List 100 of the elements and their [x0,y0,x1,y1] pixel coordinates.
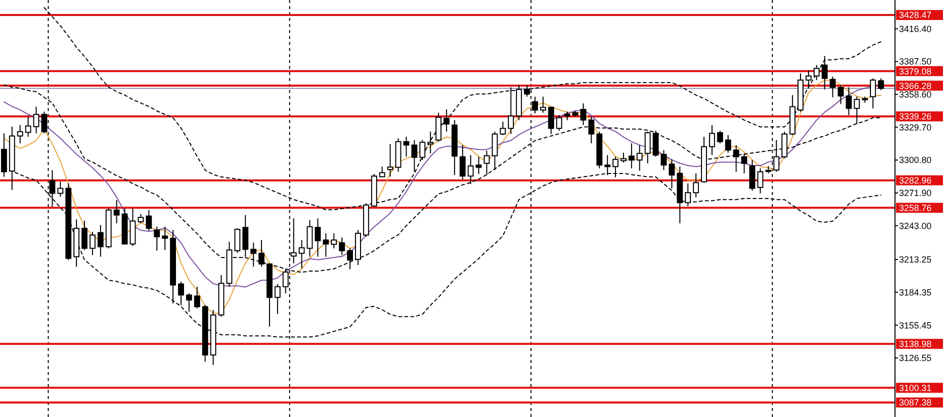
y-tick-label: 3416.40 [899,24,932,34]
candlestick [419,140,426,161]
candlestick [717,130,724,144]
y-tick-label: 3387.50 [899,56,932,67]
candlestick [814,64,820,81]
candlestick [500,121,506,136]
candlestick [130,208,136,247]
candlestick [492,131,498,171]
ref-line-label: 3366.28 [899,80,932,91]
candlestick [290,218,297,264]
y-tick-label: 3300.80 [899,155,932,166]
ref-line-label: 3138.98 [899,339,932,350]
candlestick [41,111,48,134]
candlestick [725,134,732,154]
y-tick-label: 3271.90 [899,188,932,198]
candlestick [411,140,418,172]
ref-line-label: 3100.31 [899,382,932,393]
candlestick [684,182,691,207]
candlestick [178,281,184,306]
candlestick [757,168,764,194]
candlestick [298,240,305,269]
candlestick [556,114,562,132]
candlestick [854,96,860,125]
candlestick [435,112,442,142]
y-tick-label: 3329.70 [899,122,932,132]
ref-line-label: 3339.26 [899,112,932,122]
candlestick [822,56,828,90]
y-tick-label: 3184.35 [899,287,932,298]
candlestick [194,286,200,309]
ref-line-label: 3258.76 [899,202,932,213]
candlestick [846,86,852,116]
y-tick-label: 3126.55 [899,353,932,364]
candlestick [806,70,812,89]
candlestick [532,96,538,114]
ref-line-label: 3087.38 [899,398,932,408]
candlestick [709,124,716,156]
candlestick [114,200,120,224]
y-tick-label: 3358.60 [899,90,932,100]
candlestick [138,214,144,224]
candlestick [146,210,152,232]
candlestick [162,226,168,251]
candlestick [444,108,450,132]
candlestick [49,170,56,208]
y-tick-label: 3155.45 [899,320,932,330]
candlestick [403,136,410,158]
candlestick [580,102,586,126]
candlestick [878,78,884,91]
candlestick [508,86,514,135]
candlestick [773,140,780,172]
candlestick [636,144,643,172]
candlestick [258,240,264,268]
y-tick-label: 3243.00 [899,220,932,231]
candlestick [330,232,337,249]
candlestick [620,152,627,164]
candlestick [524,84,530,98]
candlestick [476,156,482,175]
candlestick [242,214,248,258]
candlestick [733,144,740,172]
candlestick [749,160,756,192]
candlestick [234,228,240,254]
candlestick [154,226,160,252]
candlestick [484,150,490,176]
candlestick [1,132,8,178]
candlestick [98,224,104,258]
candlestick [628,142,635,169]
candlestick [427,131,434,154]
ref-line-label: 3428.47 [899,10,932,20]
candlestick [314,218,321,258]
candlestick [322,232,329,258]
candlestick [17,124,24,144]
candlestick [460,144,466,180]
candlestick [274,283,281,314]
candlestick [186,292,192,312]
candlestick [781,131,788,159]
candlestick [387,144,394,178]
candlestick [540,96,546,114]
candlestick [81,220,88,251]
candlestick [652,130,659,158]
candlestick [468,154,474,185]
candlestick [306,220,313,258]
candlestick [548,106,554,135]
candlestick [250,242,256,268]
candlestick [379,166,386,178]
ref-line-label: 3379.08 [899,66,932,76]
y-tick-label: 3213.25 [899,254,932,265]
candlestick [25,116,32,138]
candlestick [90,231,96,256]
candlestick [346,248,353,270]
candlestick [588,116,594,144]
candlestick [660,150,667,171]
candlestick [741,152,748,174]
candlestick [692,172,699,198]
candlestick [830,76,836,98]
candlestick [57,181,64,198]
candlestick [870,78,876,109]
candlestick [838,84,844,105]
ref-line-label: 3282.96 [899,175,932,186]
candlestick [338,236,345,256]
candlestick [33,106,40,134]
candlestick [644,131,651,164]
